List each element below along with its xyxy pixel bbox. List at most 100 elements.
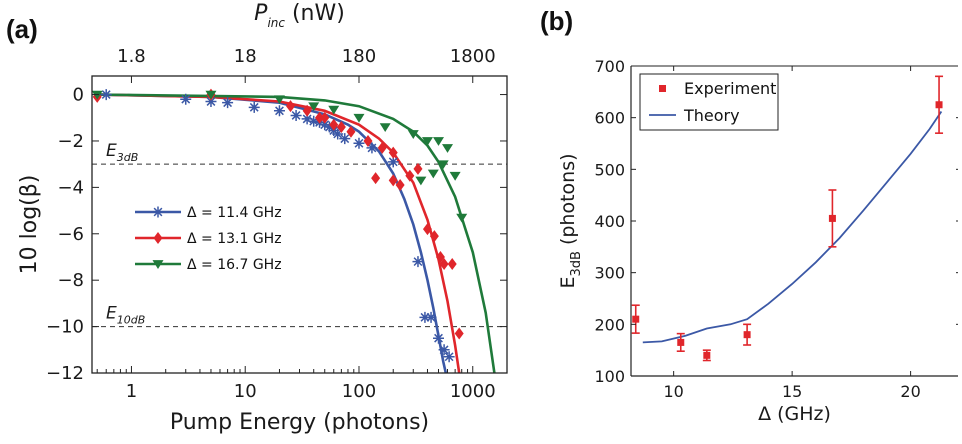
top-tick-label: 1.8: [117, 46, 146, 67]
data-point: [308, 115, 320, 127]
data-point: [388, 146, 398, 159]
data-point: [632, 315, 640, 323]
data-point: [935, 101, 943, 109]
x-tick-label: 10: [663, 382, 683, 401]
y-tick-label: 700: [594, 57, 625, 76]
data-point: [346, 125, 356, 138]
data-point: [454, 327, 464, 340]
data-point: [180, 93, 192, 105]
legend-label-theory: Theory: [683, 106, 740, 125]
data-point: [301, 113, 313, 125]
data-point: [419, 311, 431, 323]
experiment-points: [631, 75, 944, 362]
y-axis-label: E3dB (photons): [557, 153, 584, 288]
chart-b: 100 200 300 400 500 600 700 10 15 20 Δ (GHz) E3dB (…: [557, 57, 958, 425]
data-point: [449, 171, 461, 181]
data-point: [328, 105, 340, 115]
y-tick-label: 300: [594, 264, 625, 283]
y-tick-label: −12: [46, 363, 84, 384]
legend-label: Δ = 13.1 GHz: [187, 231, 282, 247]
y-tick-label: −6: [57, 224, 84, 245]
y-tick-label: −8: [57, 270, 84, 291]
data-point: [395, 179, 405, 192]
panel-label-b: (b): [540, 6, 573, 36]
legend-marker: [153, 232, 163, 244]
data-point: [366, 142, 378, 154]
top-tick-label: 18: [234, 46, 257, 67]
theory-line: [642, 110, 943, 344]
data-point: [273, 95, 285, 105]
data-point: [412, 256, 424, 268]
x-tick-label: 1000: [450, 381, 496, 402]
legend-a: Δ = 11.4 GHz Δ = 13.1 GHz Δ = 16.7 GHz: [135, 205, 282, 273]
legend-marker: [152, 206, 164, 218]
x-axis-label: Pump Energy (photons): [170, 410, 429, 435]
data-point: [437, 160, 449, 170]
data-point: [425, 311, 437, 323]
legend-marker: [152, 260, 164, 269]
x-tick-label: 100: [342, 381, 376, 402]
legend-label-experiment: Experiment: [684, 79, 776, 98]
data-point: [677, 338, 685, 346]
data-point: [319, 119, 331, 131]
theory-line-3: [97, 93, 496, 373]
series-markers-1: [100, 89, 455, 363]
data-point: [222, 97, 234, 109]
data-point: [205, 90, 217, 100]
x-tick-label: 10: [234, 381, 257, 402]
data-point: [421, 137, 433, 146]
data-point: [387, 156, 399, 168]
data-point: [439, 257, 449, 270]
y-tick-label: −4: [57, 177, 84, 198]
data-point: [308, 102, 320, 112]
data-point: [248, 101, 260, 113]
data-point: [329, 118, 339, 131]
chart-a: E3dB E10dB 1 10 100 1000 1.8 18 180 1800 0 −2 −4 −6 −8…: [17, 1, 508, 435]
data-point: [413, 162, 423, 175]
y-tick-label: 200: [594, 315, 625, 334]
series-markers-3: [91, 90, 468, 223]
data-point: [415, 176, 427, 186]
legend-label: Δ = 11.4 GHz: [187, 205, 282, 221]
data-point: [456, 213, 468, 223]
data-point: [353, 113, 365, 123]
data-point: [100, 89, 112, 101]
top-axis-label: Pinc (nW): [254, 1, 345, 30]
y-tick-label: −2: [57, 131, 84, 152]
data-point: [438, 344, 450, 356]
data-point: [433, 332, 445, 344]
data-point: [442, 144, 454, 153]
data-point: [377, 141, 387, 154]
data-point: [91, 90, 103, 100]
y-tick-label: 500: [594, 160, 625, 179]
x-tick-label: 1: [126, 381, 137, 402]
data-point: [447, 257, 457, 270]
data-point: [427, 169, 439, 179]
y-tick-label: −10: [46, 317, 84, 338]
data-point: [320, 111, 330, 124]
data-point: [743, 331, 751, 339]
legend-label: Δ = 16.7 GHz: [187, 257, 282, 273]
data-point: [422, 223, 432, 236]
x-axis-label: Δ (GHz): [758, 403, 831, 425]
y-axis-label: 10 log(β): [17, 175, 42, 275]
data-point: [703, 351, 711, 359]
data-point: [828, 214, 836, 222]
data-point: [379, 123, 391, 132]
data-point: [302, 104, 312, 117]
data-point: [407, 130, 419, 139]
legend-b: Experiment Theory: [639, 73, 779, 131]
top-tick-label: 180: [342, 46, 376, 67]
data-point: [323, 121, 335, 133]
data-point: [433, 137, 445, 146]
data-point: [405, 169, 415, 182]
panel-label-a: (a): [6, 14, 38, 44]
y-tick-label: 600: [594, 109, 625, 128]
legend-box: [639, 73, 779, 131]
top-tick-label: 1800: [450, 46, 496, 67]
x-tick-label: 20: [900, 382, 920, 401]
x-tick-label: 15: [782, 382, 802, 401]
data-point: [339, 133, 351, 145]
data-point: [273, 105, 285, 117]
